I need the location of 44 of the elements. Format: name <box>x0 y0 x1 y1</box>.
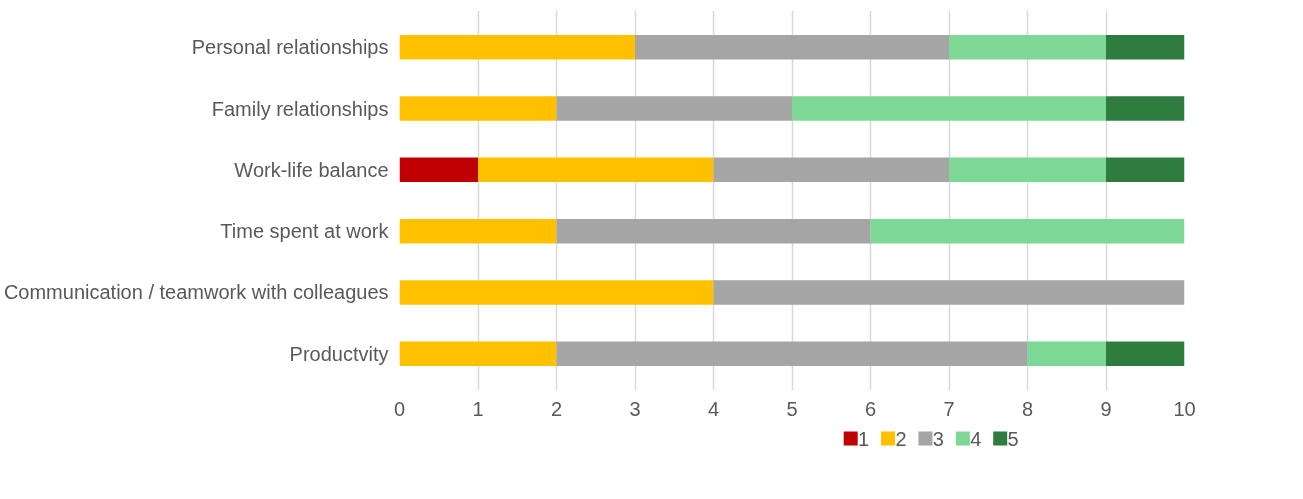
x-tick-label: 4 <box>707 397 720 420</box>
bar <box>556 218 871 244</box>
bar <box>399 218 557 244</box>
x-tick-label: 2 <box>550 397 563 420</box>
x-tick-label: 5 <box>786 397 798 420</box>
bar <box>399 35 635 60</box>
bar <box>399 341 557 366</box>
bar <box>949 35 1106 60</box>
bar <box>870 218 1185 244</box>
bar <box>1106 96 1185 121</box>
x-tick-label: 7 <box>943 397 955 420</box>
x-tick-label: 9 <box>1100 397 1112 420</box>
bar <box>556 96 792 121</box>
y-tick-label: Productvity <box>289 342 389 365</box>
legend-label: 4 <box>970 427 982 450</box>
y-tick-label: Communication / teamwork with colleagues <box>3 281 389 304</box>
x-tick-label: 1 <box>472 397 484 420</box>
x-tick-label: 10 <box>1173 397 1196 420</box>
bar <box>792 96 1106 121</box>
bar <box>399 280 714 305</box>
bar <box>1106 35 1185 60</box>
y-tick-label: Family relationships <box>211 97 389 120</box>
x-tick-label: 6 <box>864 397 877 420</box>
bar <box>399 96 557 121</box>
bar <box>713 280 1185 305</box>
x-tick-label: 8 <box>1021 397 1034 420</box>
bar <box>1027 341 1106 366</box>
bar <box>1106 157 1185 183</box>
x-tick-label: 0 <box>393 397 406 420</box>
legend-label: 5 <box>1007 427 1019 450</box>
bar <box>478 157 714 183</box>
bar <box>635 35 949 60</box>
bar <box>556 341 1028 366</box>
legend-label: 1 <box>858 427 870 450</box>
y-tick-label: Work-life balance <box>234 158 389 181</box>
legend-label: 2 <box>895 427 907 450</box>
bar <box>1106 341 1185 366</box>
y-tick-label: Time spent at work <box>220 220 390 243</box>
x-tick-label: 3 <box>629 397 641 420</box>
bar <box>949 157 1106 183</box>
y-tick-label: Personal relationships <box>191 36 389 59</box>
legend-label: 3 <box>932 427 944 450</box>
bar <box>713 157 949 183</box>
bar <box>399 157 478 183</box>
